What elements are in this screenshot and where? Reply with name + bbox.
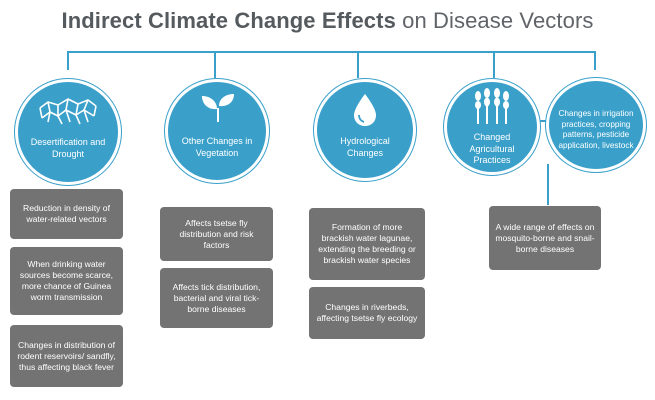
category-circle-desertification: Desertification and Drought [15, 79, 121, 185]
wheat-icon [475, 88, 509, 124]
detail-label: Changes in irrigation practices, croppin… [558, 109, 634, 150]
effect-box: A wide range of effects on mosquito-born… [489, 206, 601, 270]
effect-box: Formation of more brackish water lagunae… [309, 208, 425, 280]
detail-circle-agriculture: Changes in irrigation practices, croppin… [546, 78, 646, 172]
category-circle-hydrological: Hydrological Changes [314, 79, 416, 181]
effect-box: Changes in riverbeds, affecting tsetse f… [309, 287, 425, 339]
water-drop-icon [354, 94, 376, 126]
effect-box: Changes in distribution of rodent reserv… [10, 325, 123, 387]
effect-box: Reduction in density of water-related ve… [10, 189, 123, 239]
title-light: on Disease Vectors [402, 8, 594, 33]
category-circle-agriculture: Changed Agricultural Practices [444, 79, 540, 175]
title-bold: Indirect Climate Change Effects [61, 8, 396, 33]
category-label: Other Changes in Vegetation [181, 136, 253, 158]
category-label: Changed Agricultural Practices [469, 132, 515, 165]
top-bracket-line [67, 51, 596, 70]
sprout-icon [202, 94, 234, 122]
category-label: Hydrological Changes [340, 136, 390, 158]
effect-box: Affects tsetse fly distribution and risk… [160, 207, 273, 261]
effect-box: When drinking water sources become scarc… [10, 247, 123, 315]
effect-box: Affects tick distribution, bacterial and… [160, 268, 273, 328]
cracked-earth-icon [39, 98, 97, 125]
category-label: Desertification and Drought [30, 137, 106, 159]
category-circle-vegetation: Other Changes in Vegetation [165, 79, 269, 183]
diagram-title: Indirect Climate Change Effects on Disea… [0, 8, 655, 34]
